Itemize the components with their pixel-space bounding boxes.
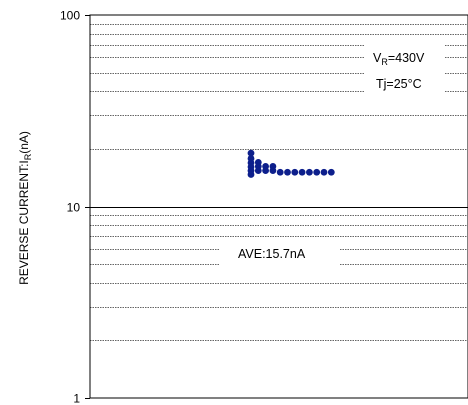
condition-tj: Tj=25°C — [376, 77, 422, 91]
data-point — [298, 168, 306, 176]
data-point — [247, 149, 255, 157]
condition-vr: VR=430V — [373, 51, 425, 67]
data-point — [262, 167, 269, 174]
plot-area-frame — [89, 14, 468, 399]
data-point — [284, 168, 291, 176]
data-point — [320, 168, 328, 176]
y-tick-label: 1 — [73, 392, 80, 405]
y-axis-label: REVERSE CURRENT:IR(nA) — [17, 131, 33, 285]
data-points — [247, 149, 335, 178]
data-point — [327, 168, 335, 176]
y-tick-label: 10 — [67, 201, 81, 215]
data-point — [306, 168, 313, 176]
data-point — [276, 168, 284, 176]
conditions-box — [365, 42, 445, 94]
average-label: AVE:15.7nA — [238, 247, 306, 261]
y-axis-ticks: 1 10 100 — [60, 9, 90, 405]
average-label-box — [220, 240, 340, 266]
data-point — [247, 171, 255, 178]
y-tick-label: 100 — [60, 9, 80, 23]
data-point — [291, 168, 299, 176]
data-point — [269, 167, 277, 174]
data-point — [254, 167, 262, 174]
data-point — [313, 168, 321, 176]
